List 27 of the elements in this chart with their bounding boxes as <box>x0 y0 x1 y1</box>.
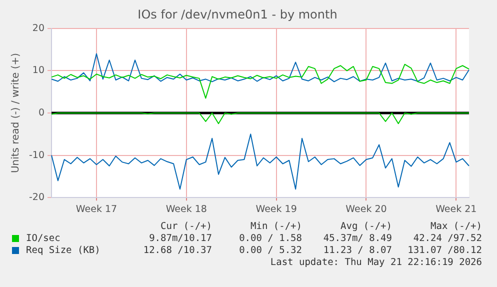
text: Avg (-/+) <box>340 220 392 232</box>
legend-label: Req Size (KB) <box>26 244 100 256</box>
text: Last update: Thu May 21 22:16:19 2026 <box>269 256 483 268</box>
text: 12.68 /10.37 <box>142 244 212 256</box>
text: Cur (-/+) <box>160 220 212 232</box>
y-tick-label: -20 <box>28 192 45 204</box>
text: 131.07 /80.12 <box>406 244 482 256</box>
x-tick-label: Week 21 <box>436 204 477 215</box>
x-tick-label: Week 19 <box>256 204 297 215</box>
text: 42.24 /97.52 <box>412 232 482 244</box>
text: Max (-/+) <box>430 220 482 232</box>
x-tick-label: Week 18 <box>166 204 207 215</box>
text: 11.23 / 8.07 <box>322 244 392 256</box>
x-tick-label: Week 17 <box>76 204 118 215</box>
chart-title: IOs for /dev/nvme0n1 - by month <box>138 7 338 22</box>
y-tick-label: 10 <box>32 65 45 76</box>
text: 0.00 / 1.58 <box>238 232 302 244</box>
text: Min (-/+) <box>250 220 302 232</box>
y-tick-label: 0 <box>38 107 45 118</box>
y-axis-title: Units read (-) / write (+) <box>10 52 22 174</box>
y-tick-label: 20 <box>32 22 45 34</box>
text: 45.37m/ 8.49 <box>322 232 392 244</box>
y-tick-label: -10 <box>28 150 45 161</box>
legend-label: IO/sec <box>26 232 60 244</box>
x-tick-label: Week 20 <box>346 204 387 215</box>
text: 9.87m/10.17 <box>148 232 212 244</box>
text: 0.00 / 5.32 <box>238 244 302 256</box>
